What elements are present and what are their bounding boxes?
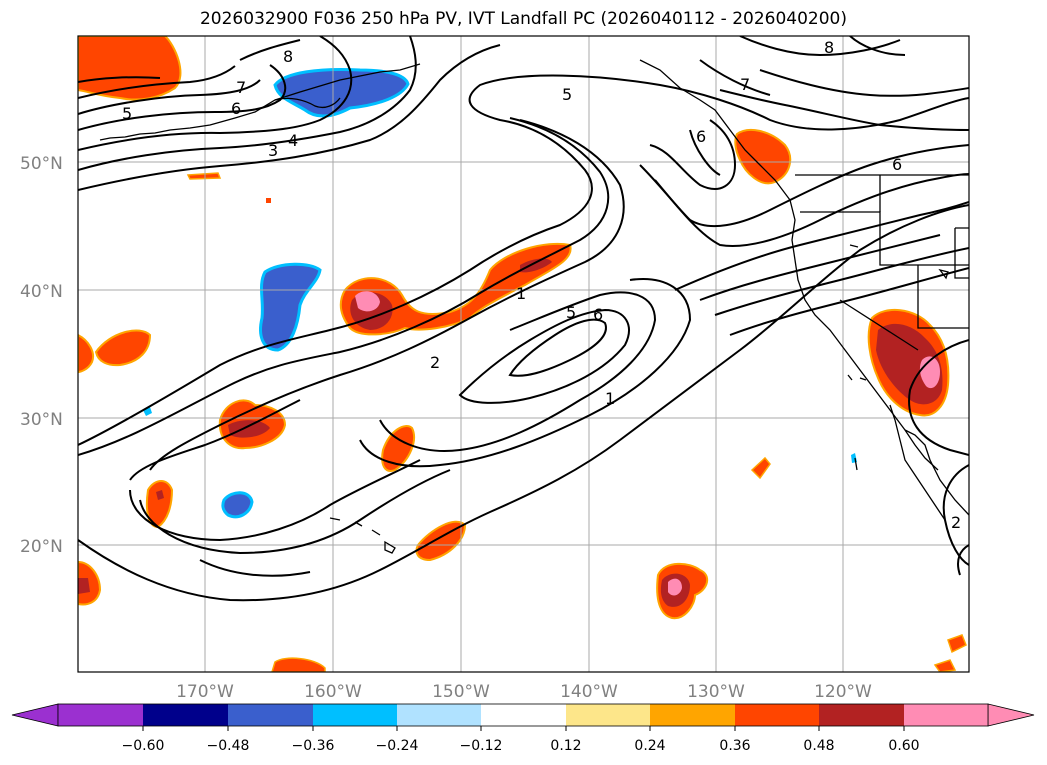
colorbar-bin [143, 704, 228, 726]
contour-label: 1 [516, 284, 526, 303]
contour-label: 5 [566, 303, 576, 322]
contour-label: 2 [951, 513, 961, 532]
contour-label: 7 [740, 75, 750, 94]
positive-anomaly-region [947, 634, 967, 654]
positive-anomaly-region [271, 657, 326, 672]
colorbar-tick-label: 0.24 [634, 738, 665, 754]
contour-label: 6 [231, 99, 241, 118]
positive-anomaly-region [156, 490, 164, 500]
colorbar-bin [313, 704, 397, 726]
positive-anomaly-region [186, 172, 222, 180]
colorbar-bin [735, 704, 819, 726]
positive-anomaly-region [339, 242, 572, 336]
colorbar-bin [904, 704, 988, 726]
lon-label: 160°W [304, 682, 362, 702]
contour-label: 6 [593, 305, 603, 324]
map-title: 2026032900 F036 250 hPa PV, IVT Landfall… [199, 9, 847, 29]
positive-anomaly-region [381, 425, 415, 472]
colorbar-tick-label: −0.36 [292, 738, 335, 754]
negative-anomaly-region [273, 68, 410, 118]
lat-label: 30°N [20, 410, 63, 430]
colorbar-bin [566, 704, 650, 726]
contour-label: 5 [122, 104, 132, 123]
positive-anomaly-region [78, 560, 102, 606]
longitude-labels: 170°W 160°W 150°W 140°W 130°W 120°W [176, 682, 872, 702]
colorbar-over-extension [987, 703, 1035, 727]
lon-label: 150°W [432, 682, 490, 702]
positive-anomaly-region [355, 291, 380, 312]
colorbar-tick-label: 0.60 [888, 738, 919, 754]
lon-label: 130°W [687, 682, 745, 702]
contour-label: 8 [283, 47, 293, 66]
lat-label: 20°N [20, 537, 63, 557]
plot-area: 8 7 6 5 4 3 5 7 6 8 6 1 5 6 2 1 2 [78, 36, 969, 672]
contour-label: 1 [605, 389, 615, 408]
positive-anomaly-region [750, 456, 771, 480]
positive-anomaly-region [668, 578, 682, 596]
colorbar: −0.60 −0.48 −0.36 −0.24 −0.12 0.12 0.24 0.36 0.4… [11, 703, 1035, 754]
lon-label: 170°W [176, 682, 234, 702]
negative-anomaly-region [221, 491, 254, 519]
contour-label: 5 [562, 85, 572, 104]
colorbar-bin [650, 704, 735, 726]
colorbar-frame [57, 703, 989, 727]
positive-anomaly-region [228, 420, 270, 438]
ivt-shading [78, 36, 967, 672]
contour-label: 3 [268, 141, 278, 160]
pv-contours [78, 36, 969, 602]
latitude-labels: 50°N 40°N 30°N 20°N [20, 154, 63, 557]
positive-anomaly-region [933, 659, 957, 672]
positive-anomaly-region [520, 258, 552, 273]
positive-anomaly-region [734, 129, 792, 185]
colorbar-tick-label: 0.36 [719, 738, 750, 754]
colorbar-bin [481, 704, 566, 726]
colorbar-tick-label: 0.12 [550, 738, 581, 754]
colorbar-tick-label: −0.60 [122, 738, 165, 754]
plot-frame [77, 35, 970, 673]
contour-label: 8 [824, 38, 834, 57]
colorbar-under-extension [11, 703, 59, 727]
contour-label: 7 [236, 78, 246, 97]
positive-anomaly-region [78, 578, 90, 594]
contour-label: 2 [430, 353, 440, 372]
colorbar-tick-label: −0.24 [376, 738, 419, 754]
lon-label: 140°W [560, 682, 618, 702]
contour-label: 6 [892, 155, 902, 174]
gridlines [78, 36, 969, 672]
contour-label: 4 [288, 131, 298, 150]
colorbar-bin [397, 704, 481, 726]
colorbar-tick-label: −0.48 [207, 738, 250, 754]
positive-anomaly-region [94, 329, 152, 367]
contour-label-layer: 8 7 6 5 4 3 5 7 6 8 6 1 5 6 2 1 2 [122, 38, 961, 532]
lon-label: 120°W [814, 682, 872, 702]
colorbar-bin [58, 704, 143, 726]
colorbar-bin [819, 704, 904, 726]
negative-anomaly-region [259, 262, 322, 352]
colorbar-tick-label: −0.12 [460, 738, 503, 754]
positive-anomaly-region [78, 36, 182, 101]
colorbar-tick-label: 0.48 [803, 738, 834, 754]
positive-anomaly-region [266, 198, 271, 203]
lat-label: 40°N [20, 282, 63, 302]
positive-anomaly-region [78, 333, 94, 374]
contour-label: 6 [696, 127, 706, 146]
colorbar-bin [228, 704, 313, 726]
lat-label: 50°N [20, 154, 63, 174]
